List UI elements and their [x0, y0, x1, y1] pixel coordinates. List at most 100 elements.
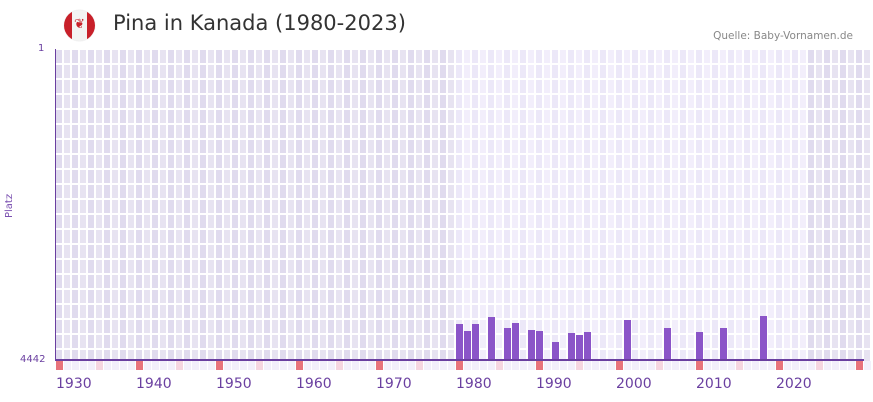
year-marker: [832, 361, 839, 370]
year-marker: [624, 361, 631, 370]
year-marker: [840, 361, 847, 370]
x-tick-label: 1970: [376, 376, 412, 392]
year-marker: [480, 361, 487, 370]
year-marker: [576, 361, 583, 370]
year-marker: [544, 361, 551, 370]
x-tick-label: 1980: [456, 376, 492, 392]
year-marker: [144, 361, 151, 370]
year-marker: [648, 361, 655, 370]
year-marker: [680, 361, 687, 370]
year-marker: [728, 361, 735, 370]
rank-bar[interactable]: [584, 332, 591, 360]
year-marker: [736, 361, 743, 370]
year-marker: [56, 361, 63, 370]
x-tick-label: 1940: [136, 376, 172, 392]
rank-bar[interactable]: [664, 327, 671, 360]
year-marker: [224, 361, 231, 370]
year-marker: [296, 361, 303, 370]
rank-bar[interactable]: [624, 320, 631, 360]
year-marker: [280, 361, 287, 370]
year-marker: [136, 361, 143, 370]
year-marker: [184, 361, 191, 370]
x-axis: [55, 359, 864, 361]
year-marker: [672, 361, 679, 370]
y-axis: [55, 49, 56, 361]
y-tick-top: 1: [38, 43, 45, 54]
year-marker: [464, 361, 471, 370]
year-marker: [256, 361, 263, 370]
rank-bar[interactable]: [464, 330, 471, 360]
year-marker: [160, 361, 167, 370]
rank-bar[interactable]: [536, 330, 543, 360]
x-tick-label: 1930: [56, 376, 92, 392]
rank-bar[interactable]: [488, 317, 495, 360]
year-marker: [656, 361, 663, 370]
year-marker: [448, 361, 455, 370]
year-marker: [768, 361, 775, 370]
year-marker: [344, 361, 351, 370]
x-tick-label: 1950: [216, 376, 252, 392]
year-marker: [456, 361, 463, 370]
year-marker: [176, 361, 183, 370]
year-marker: [440, 361, 447, 370]
year-marker: [432, 361, 439, 370]
rank-bar[interactable]: [552, 341, 559, 360]
x-tick-label: 1960: [296, 376, 332, 392]
year-marker: [424, 361, 431, 370]
year-marker: [72, 361, 79, 370]
year-marker: [112, 361, 119, 370]
x-tick-label: 2020: [776, 376, 812, 392]
year-marker: [80, 361, 87, 370]
source-label: Quelle: Baby-Vornamen.de: [713, 30, 853, 42]
year-marker: [352, 361, 359, 370]
year-marker: [408, 361, 415, 370]
year-marker: [616, 361, 623, 370]
y-tick-bottom: 4442: [20, 354, 46, 365]
year-marker: [208, 361, 215, 370]
year-marker: [328, 361, 335, 370]
year-marker: [488, 361, 495, 370]
rank-bar[interactable]: [760, 316, 767, 360]
rank-bar[interactable]: [472, 323, 479, 360]
rank-bar[interactable]: [528, 329, 535, 360]
year-marker: [808, 361, 815, 370]
x-tick-label: 2010: [696, 376, 732, 392]
chart-title: Pina in Kanada (1980-2023): [113, 11, 406, 35]
rank-bar[interactable]: [504, 327, 511, 360]
year-marker: [568, 361, 575, 370]
year-marker: [320, 361, 327, 370]
year-marker: [216, 361, 223, 370]
year-marker: [120, 361, 127, 370]
year-marker: [600, 361, 607, 370]
year-marker: [864, 361, 871, 370]
year-marker: [752, 361, 759, 370]
year-marker: [784, 361, 791, 370]
year-marker: [528, 361, 535, 370]
year-marker: [856, 361, 863, 370]
year-marker: [232, 361, 239, 370]
rank-bar[interactable]: [696, 332, 703, 360]
year-marker: [696, 361, 703, 370]
year-marker: [496, 361, 503, 370]
year-marker: [288, 361, 295, 370]
year-marker: [512, 361, 519, 370]
year-marker: [640, 361, 647, 370]
rank-bar[interactable]: [720, 327, 727, 360]
rank-bar[interactable]: [576, 335, 583, 360]
year-marker: [152, 361, 159, 370]
year-marker: [168, 361, 175, 370]
year-marker: [688, 361, 695, 370]
year-marker: [520, 361, 527, 370]
rank-bar[interactable]: [512, 323, 519, 360]
plot-area: [56, 49, 870, 363]
year-marker: [240, 361, 247, 370]
year-marker: [504, 361, 511, 370]
rank-bar[interactable]: [568, 332, 575, 360]
rank-bar[interactable]: [456, 323, 463, 360]
year-marker: [744, 361, 751, 370]
year-marker: [104, 361, 111, 370]
year-marker: [536, 361, 543, 370]
year-marker: [592, 361, 599, 370]
canada-flag-icon: ❦: [64, 10, 95, 41]
year-marker: [608, 361, 615, 370]
